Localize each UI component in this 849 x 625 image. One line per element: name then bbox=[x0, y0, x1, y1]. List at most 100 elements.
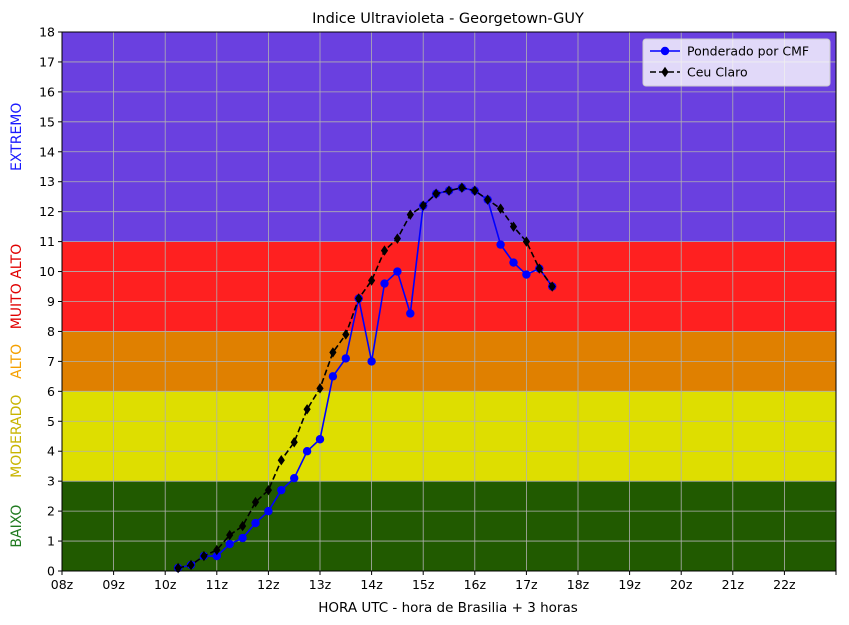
band-labels: BAIXO MODERADO ALTO MUITO ALTO EXTREMO bbox=[9, 103, 25, 548]
axes: 08z 09z 10z 11z 12z 13z 14z 15z 16z 17z 18z 19z 20z 2… bbox=[39, 25, 837, 592]
data-point bbox=[303, 404, 311, 415]
data-point bbox=[174, 562, 182, 574]
x-tick-label: 21z bbox=[722, 577, 745, 592]
grid bbox=[61, 31, 837, 572]
legend-label: Ceu Claro bbox=[687, 65, 748, 80]
data-point bbox=[522, 236, 530, 247]
data-point bbox=[277, 485, 286, 495]
data-point bbox=[251, 496, 260, 508]
data-point bbox=[380, 245, 389, 256]
data-point bbox=[200, 550, 208, 562]
data-point bbox=[445, 185, 453, 196]
y-tick-label: 12 bbox=[39, 204, 55, 219]
x-tick-label: 20z bbox=[670, 577, 693, 592]
band-label: MODERADO bbox=[9, 395, 25, 478]
data-point bbox=[239, 520, 247, 532]
data-point bbox=[432, 188, 440, 199]
y-tick-label: 10 bbox=[39, 264, 55, 279]
data-point bbox=[393, 233, 401, 244]
data-point bbox=[290, 473, 299, 483]
x-tick-label: 08z bbox=[51, 577, 74, 592]
data-point bbox=[393, 267, 402, 276]
y-tick-label: 9 bbox=[47, 294, 55, 309]
data-point bbox=[225, 539, 234, 549]
x-tick-label: 11z bbox=[206, 577, 229, 592]
data-point bbox=[277, 455, 285, 466]
data-point bbox=[328, 372, 338, 381]
x-tick-label: 14z bbox=[360, 577, 383, 592]
data-series bbox=[173, 182, 557, 574]
data-point bbox=[315, 435, 325, 444]
y-tick-label: 8 bbox=[47, 324, 55, 339]
y-tick-label: 15 bbox=[39, 114, 55, 129]
chart-title: Indice Ultravioleta - Georgetown-GUY bbox=[312, 11, 584, 27]
band-muito-alto bbox=[62, 241, 836, 332]
y-tick-label: 13 bbox=[39, 174, 55, 189]
x-tick-label: 12z bbox=[257, 577, 280, 592]
data-point bbox=[548, 281, 556, 292]
data-point bbox=[212, 551, 221, 561]
band-moderado bbox=[62, 391, 836, 482]
y-tick-label: 1 bbox=[47, 534, 55, 549]
band-label: BAIXO bbox=[9, 505, 25, 548]
data-point bbox=[264, 484, 272, 496]
y-tick-label: 17 bbox=[39, 54, 55, 69]
y-tick-label: 5 bbox=[47, 414, 55, 429]
data-point bbox=[484, 194, 492, 205]
x-tick-label: 18z bbox=[567, 577, 590, 592]
x-tick-label: 15z bbox=[412, 577, 435, 592]
x-axis-label: HORA UTC - hora de Brasilia + 3 horas bbox=[318, 600, 578, 616]
legend-marker bbox=[660, 46, 670, 56]
x-tick-label: 16z bbox=[464, 577, 487, 592]
data-point bbox=[187, 559, 195, 571]
data-point bbox=[342, 329, 350, 340]
data-point bbox=[238, 533, 247, 543]
y-tick-label: 16 bbox=[39, 84, 55, 99]
y-tick-label: 11 bbox=[39, 234, 55, 249]
data-point bbox=[509, 258, 518, 267]
y-tick-label: 18 bbox=[39, 25, 55, 40]
data-point bbox=[497, 203, 505, 214]
data-point bbox=[302, 447, 312, 456]
data-point bbox=[535, 263, 543, 274]
y-tick-label: 3 bbox=[47, 474, 55, 489]
uv-risk-bands bbox=[62, 32, 836, 571]
data-point bbox=[226, 529, 234, 541]
data-point bbox=[290, 437, 298, 448]
y-tick-label: 14 bbox=[39, 144, 55, 159]
data-point bbox=[367, 357, 376, 366]
x-tick-label: 19z bbox=[618, 577, 641, 592]
data-point bbox=[509, 221, 518, 232]
y-tick-label: 7 bbox=[47, 354, 55, 369]
x-tick-label: 22z bbox=[773, 577, 796, 592]
legend: Ponderado por CMF Ceu Claro bbox=[642, 38, 831, 87]
band-label: MUITO ALTO bbox=[9, 244, 25, 330]
data-point bbox=[522, 270, 531, 279]
data-point bbox=[458, 182, 466, 193]
y-tick-label: 4 bbox=[47, 444, 55, 459]
x-tick-label: 17z bbox=[515, 577, 538, 592]
data-point bbox=[341, 354, 350, 363]
data-point bbox=[329, 347, 337, 358]
data-point bbox=[355, 293, 363, 304]
data-point bbox=[406, 209, 414, 220]
y-tick-label: 2 bbox=[47, 504, 55, 519]
data-point bbox=[496, 240, 505, 249]
y-tick-label: 6 bbox=[47, 384, 55, 399]
data-point bbox=[380, 279, 389, 288]
legend-box bbox=[642, 38, 831, 87]
band-label: ALTO bbox=[9, 344, 25, 379]
series-ceu-claro bbox=[174, 182, 556, 574]
x-tick-label: 10z bbox=[154, 577, 177, 592]
band-baixo bbox=[62, 481, 836, 571]
y-tick-label: 0 bbox=[47, 564, 55, 579]
x-tick-label: 13z bbox=[309, 577, 332, 592]
data-point bbox=[406, 309, 415, 318]
data-point bbox=[264, 506, 273, 516]
band-label: EXTREMO bbox=[9, 103, 25, 171]
x-tick-label: 09z bbox=[102, 577, 125, 592]
data-point bbox=[368, 275, 376, 286]
data-point bbox=[251, 518, 260, 528]
data-point bbox=[419, 200, 427, 211]
